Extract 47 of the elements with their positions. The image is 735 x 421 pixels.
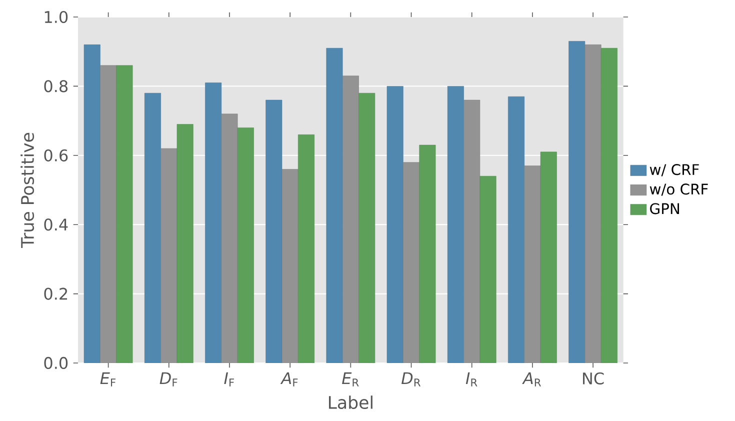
bar: [221, 114, 238, 363]
y-axis-title: True Postitive: [20, 132, 34, 248]
x-axis-title: Label: [328, 396, 372, 409]
bar: [100, 65, 117, 363]
bar: [176, 124, 194, 363]
bar: [116, 65, 133, 363]
bar: [282, 169, 298, 363]
y-tick-label: 0.8: [44, 80, 68, 92]
legend-label: w/o CRF: [650, 184, 708, 196]
x-tick-label: NC: [583, 372, 604, 384]
x-tick-label: D$_{F}$: [160, 372, 178, 386]
bar: [419, 144, 436, 363]
bar: [508, 96, 524, 363]
bar: [160, 148, 178, 363]
bar: [326, 48, 343, 363]
x-tick-label: A$_{F}$: [280, 372, 298, 386]
bar: [386, 86, 404, 363]
x-tick-label: I$_{F}$: [224, 372, 234, 386]
legend-label: GPN: [650, 203, 679, 214]
bar: [447, 86, 464, 363]
bar: [568, 41, 586, 363]
bar: [540, 152, 557, 363]
bar: [266, 100, 282, 363]
bar: [600, 48, 618, 363]
x-tick-label: D$_{R}$: [402, 372, 420, 386]
x-tick-label: I$_{R}$: [466, 372, 478, 386]
y-tick-label: 0.2: [44, 288, 68, 300]
x-tick-label: E$_{F}$: [100, 372, 116, 386]
bar: [358, 92, 376, 363]
bar: [480, 176, 496, 363]
bar: [403, 162, 420, 363]
legend-label: w/ CRF: [650, 164, 699, 176]
y-tick-label: 1.0: [44, 10, 68, 24]
bar: [342, 76, 359, 363]
bar: [144, 92, 161, 363]
bar: [237, 128, 254, 363]
bar: [298, 134, 314, 363]
bar: [464, 100, 480, 363]
y-tick-label: 0.6: [44, 149, 68, 162]
y-tick-label: 0.0: [44, 356, 68, 370]
bar: [205, 82, 222, 363]
y-tick-label: 0.4: [44, 218, 68, 231]
bar: [84, 44, 100, 363]
bar: [584, 44, 602, 363]
x-tick-label: E$_{R}$: [342, 372, 359, 386]
x-tick-label: A$_{R}$: [522, 372, 541, 386]
bar: [524, 166, 541, 363]
